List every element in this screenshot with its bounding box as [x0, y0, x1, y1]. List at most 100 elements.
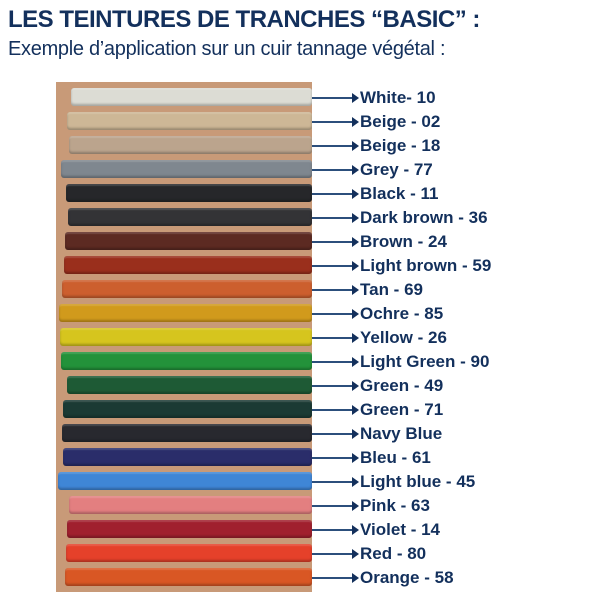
arrow-head-icon	[352, 525, 359, 535]
arrow-line	[312, 241, 352, 243]
swatch-label-row: Black - 11	[312, 184, 438, 204]
arrow-line	[312, 337, 352, 339]
swatch-label-row: Bleu - 61	[312, 448, 431, 468]
edge-swatch	[65, 232, 312, 250]
arrow-line	[312, 361, 352, 363]
edge-swatch	[62, 280, 312, 298]
arrow-line	[312, 457, 352, 459]
arrow-line	[312, 505, 352, 507]
swatch-label: Light Green - 90	[360, 352, 490, 371]
arrow-line	[312, 145, 352, 147]
edge-swatch	[60, 328, 312, 346]
arrow-head-icon	[352, 93, 359, 103]
arrow-head-icon	[352, 333, 359, 343]
arrow-head-icon	[352, 429, 359, 439]
edge-swatch	[59, 304, 312, 322]
swatch-label-row: Pink - 63	[312, 496, 430, 516]
arrow-line	[312, 433, 352, 435]
arrow-head-icon	[352, 405, 359, 415]
arrow-head-icon	[352, 501, 359, 511]
swatch-label: Orange - 58	[360, 568, 454, 587]
swatch-label-row: Yellow - 26	[312, 328, 447, 348]
swatch-label-row: Beige - 18	[312, 136, 440, 156]
arrow-line	[312, 481, 352, 483]
swatch-label: Green - 71	[360, 400, 444, 419]
swatch-label-row: Light Green - 90	[312, 352, 489, 372]
swatch-label-row: Red - 80	[312, 544, 426, 564]
swatch-label: Tan - 69	[360, 280, 423, 299]
edge-swatch	[58, 472, 312, 490]
arrow-head-icon	[352, 117, 359, 127]
page-subtitle: Exemple d’application sur un cuir tannag…	[8, 38, 446, 60]
swatch-label-row: Dark brown - 36	[312, 208, 488, 228]
edge-swatch	[66, 184, 312, 202]
swatch-label: White- 10	[360, 88, 436, 107]
swatch-label-row: Light brown - 59	[312, 256, 491, 276]
page-title: LES TEINTURES DE TRANCHES “BASIC” :	[8, 6, 480, 33]
swatch-label-row: Tan - 69	[312, 280, 423, 300]
swatch-label: Light brown - 59	[360, 256, 492, 275]
swatch-label: Bleu - 61	[360, 448, 431, 467]
arrow-line	[312, 97, 352, 99]
swatch-label-row: White- 10	[312, 88, 436, 108]
swatch-label-row: Light blue - 45	[312, 472, 475, 492]
swatch-label: Black - 11	[360, 184, 439, 203]
edge-swatch	[69, 136, 312, 154]
swatch-label: Violet - 14	[360, 520, 440, 539]
swatch-label-row: Violet - 14	[312, 520, 440, 540]
swatch-label: Beige - 02	[360, 112, 441, 131]
edge-swatch	[67, 112, 312, 130]
swatch-label: Pink - 63	[360, 496, 430, 515]
arrow-head-icon	[352, 165, 359, 175]
edge-swatch	[71, 88, 312, 106]
arrow-head-icon	[352, 357, 359, 367]
arrow-head-icon	[352, 213, 359, 223]
edge-swatch	[62, 424, 312, 442]
arrow-line	[312, 289, 352, 291]
arrow-head-icon	[352, 573, 359, 583]
arrow-head-icon	[352, 237, 359, 247]
swatch-label-row: Green - 49	[312, 376, 443, 396]
arrow-head-icon	[352, 477, 359, 487]
edge-swatch	[66, 544, 312, 562]
swatch-label: Navy Blue	[360, 424, 443, 443]
swatch-label: Light blue - 45	[360, 472, 476, 491]
arrow-line	[312, 121, 352, 123]
arrow-line	[312, 193, 352, 195]
arrow-line	[312, 265, 352, 267]
arrow-line	[312, 385, 352, 387]
swatch-label-row: Ochre - 85	[312, 304, 443, 324]
swatch-label: Dark brown - 36	[360, 208, 488, 227]
edge-swatch	[67, 520, 312, 538]
edge-swatch	[63, 448, 312, 466]
edge-swatch	[65, 568, 312, 586]
arrow-line	[312, 169, 352, 171]
swatch-label-row: Beige - 02	[312, 112, 440, 132]
arrow-line	[312, 217, 352, 219]
edge-swatch	[67, 376, 312, 394]
edge-swatch	[61, 352, 312, 370]
arrow-line	[312, 577, 352, 579]
swatch-label: Green - 49	[360, 376, 444, 395]
swatch-label-row: Grey - 77	[312, 160, 433, 180]
swatch-label: Yellow - 26	[360, 328, 447, 347]
leather-edge-photo	[56, 82, 312, 592]
arrow-head-icon	[352, 309, 359, 319]
swatch-label: Red - 80	[360, 544, 427, 563]
edge-swatch	[63, 400, 312, 418]
arrow-head-icon	[352, 189, 359, 199]
edge-swatch	[64, 256, 312, 274]
swatch-label-row: Orange - 58	[312, 568, 454, 588]
swatch-label: Brown - 24	[360, 232, 447, 251]
arrow-head-icon	[352, 453, 359, 463]
arrow-head-icon	[352, 261, 359, 271]
swatch-label-row: Brown - 24	[312, 232, 447, 252]
arrow-line	[312, 313, 352, 315]
arrow-line	[312, 553, 352, 555]
arrow-head-icon	[352, 285, 359, 295]
swatch-label: Beige - 18	[360, 136, 441, 155]
arrow-line	[312, 409, 352, 411]
arrow-head-icon	[352, 549, 359, 559]
edge-swatch	[61, 160, 312, 178]
swatch-label-row: Green - 71	[312, 400, 443, 420]
